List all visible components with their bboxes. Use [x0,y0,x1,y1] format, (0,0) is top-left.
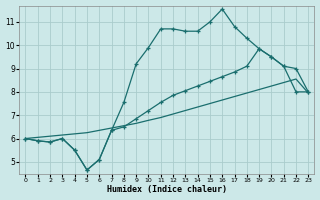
X-axis label: Humidex (Indice chaleur): Humidex (Indice chaleur) [107,185,227,194]
